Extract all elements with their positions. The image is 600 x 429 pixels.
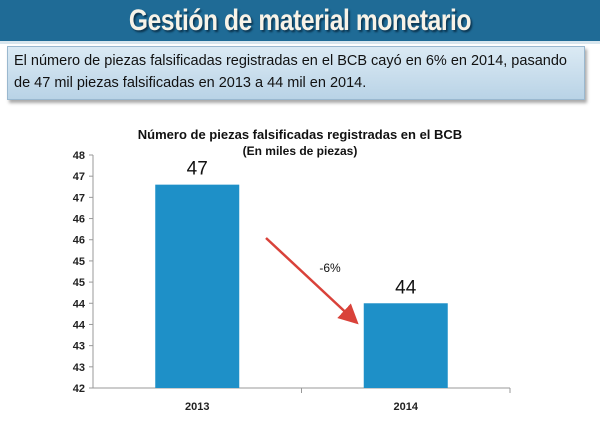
y-tick-label: 47 xyxy=(73,192,85,204)
y-tick-label: 48 xyxy=(73,150,85,162)
y-tick-label: 43 xyxy=(73,362,85,374)
slide-title: Gestión de material monetario xyxy=(128,4,472,37)
x-tick-label: 2013 xyxy=(185,401,209,413)
data-label: 44 xyxy=(395,277,417,298)
summary-text: El número de piezas falsificadas registr… xyxy=(14,53,567,91)
y-tick-label: 43 xyxy=(73,341,85,353)
slide-header: Gestión de material monetario xyxy=(0,0,600,44)
y-tick-label: 42 xyxy=(73,383,85,395)
y-tick-label: 44 xyxy=(73,319,86,331)
y-tick-label: 46 xyxy=(73,214,85,226)
x-tick-label: 2014 xyxy=(394,401,419,413)
chart-title: Número de piezas falsificadas registrada… xyxy=(138,127,462,142)
y-tick-label: 44 xyxy=(73,298,86,310)
decrease-arrow xyxy=(265,237,359,325)
chart-subtitle: (En miles de piezas) xyxy=(243,144,358,158)
y-tick-label: 45 xyxy=(73,277,85,289)
bar-2014 xyxy=(363,303,448,388)
bar-2013 xyxy=(155,184,240,388)
y-tick-label: 45 xyxy=(73,256,85,268)
summary-box: El número de piezas falsificadas registr… xyxy=(7,46,585,100)
change-annotation: -6% xyxy=(319,261,341,275)
y-tick-label: 46 xyxy=(73,235,85,247)
data-label: 47 xyxy=(187,159,208,180)
y-tick-label: 47 xyxy=(73,171,85,183)
